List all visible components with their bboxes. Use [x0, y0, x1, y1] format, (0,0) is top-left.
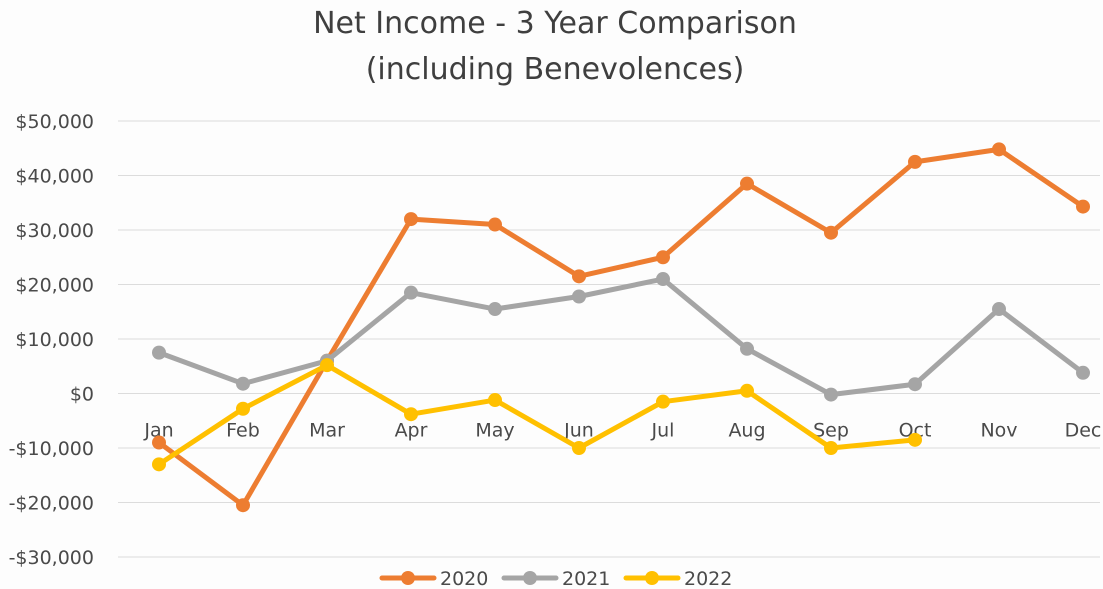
series-2020	[152, 142, 1090, 513]
y-tick-label: -$10,000	[9, 438, 94, 460]
data-point-2022-sep	[824, 441, 838, 455]
x-tick-label-aug: Aug	[728, 420, 765, 442]
data-point-2021-sep	[824, 387, 838, 402]
data-point-2022-apr	[404, 407, 418, 422]
data-point-2022-aug	[740, 383, 754, 398]
y-tick-label: $0	[70, 384, 94, 406]
legend-item-2022: 2022	[623, 568, 732, 589]
data-point-2022-jul	[656, 394, 670, 409]
data-point-2021-apr	[404, 285, 418, 300]
data-point-2020-dec	[1076, 199, 1090, 214]
legend-swatch-marker	[401, 571, 415, 585]
series-2022	[152, 358, 922, 472]
legend-item-2020: 2020	[379, 568, 488, 589]
legend-label-2021: 2021	[562, 568, 610, 589]
y-tick-label: $40,000	[15, 166, 94, 188]
data-point-2020-jul	[656, 250, 670, 265]
x-tick-label-jun: Jun	[563, 420, 594, 442]
grid-layer	[118, 120, 1100, 558]
series-line-2021	[156, 276, 1086, 398]
x-tick-label-nov: Nov	[980, 420, 1017, 442]
chart-title: Net Income - 3 Year Comparison	[313, 6, 797, 41]
series-line-2022	[156, 362, 918, 467]
x-tick-label-mar: Mar	[309, 420, 345, 442]
legend: 2020 2021 2022	[379, 568, 732, 589]
series-2021	[152, 272, 1090, 402]
y-tick-label: -$30,000	[9, 547, 94, 569]
data-point-2021-feb	[236, 376, 250, 391]
series-line-2020	[156, 146, 1086, 508]
data-point-2021-aug	[740, 341, 754, 356]
data-point-2022-jan	[152, 457, 166, 472]
data-point-2022-mar	[320, 358, 334, 373]
x-tick-label-dec: Dec	[1065, 420, 1102, 442]
data-point-2020-jun	[572, 269, 586, 284]
data-point-2021-nov	[992, 302, 1006, 317]
data-point-2021-jan	[152, 345, 166, 360]
data-point-2022-feb	[236, 401, 250, 416]
data-point-2021-jul	[656, 272, 670, 287]
data-point-2020-aug	[740, 176, 754, 191]
x-tick-label-feb: Feb	[226, 420, 260, 442]
data-point-2022-may	[488, 393, 502, 408]
data-point-2021-may	[488, 302, 502, 317]
y-tick-label: $10,000	[15, 329, 94, 351]
y-tick-label: $20,000	[15, 275, 94, 297]
data-point-2021-oct	[908, 377, 922, 392]
y-tick-label: $50,000	[15, 111, 94, 133]
y-tick-label: $30,000	[15, 220, 94, 242]
data-point-2020-sep	[824, 225, 838, 240]
y-axis: $50,000 $40,000 $30,000 $20,000 $10,000 $0 -$1…	[9, 111, 94, 569]
chart-subtitle: (including Benevolences)	[366, 52, 745, 87]
data-point-2021-jun	[572, 289, 586, 304]
x-axis: Jan Feb Mar Apr May Jun Jul Aug Sep Oct Nov Dec	[143, 420, 1101, 442]
y-tick-label: -$20,000	[9, 493, 94, 515]
legend-item-2021: 2021	[501, 568, 610, 589]
x-tick-label-jul: Jul	[651, 420, 675, 442]
legend-swatch-marker	[523, 571, 537, 585]
x-tick-label-oct: Oct	[899, 420, 932, 442]
data-point-2020-oct	[908, 154, 922, 169]
x-tick-label-may: May	[475, 420, 514, 442]
data-point-2020-jan	[152, 435, 166, 450]
legend-swatch-marker	[645, 571, 659, 585]
data-point-2022-oct	[908, 432, 922, 447]
data-point-2020-feb	[236, 498, 250, 513]
legend-label-2022: 2022	[684, 568, 732, 589]
x-tick-label-apr: Apr	[395, 420, 428, 442]
data-point-2021-dec	[1076, 365, 1090, 380]
data-point-2020-apr	[404, 212, 418, 227]
x-tick-label-sep: Sep	[813, 420, 849, 442]
data-point-2022-jun	[572, 441, 586, 455]
x-tick-label-jan: Jan	[143, 420, 173, 442]
legend-label-2020: 2020	[440, 568, 488, 589]
series-layer	[152, 142, 1090, 513]
data-point-2020-may	[488, 217, 502, 232]
data-point-2020-nov	[992, 142, 1006, 157]
